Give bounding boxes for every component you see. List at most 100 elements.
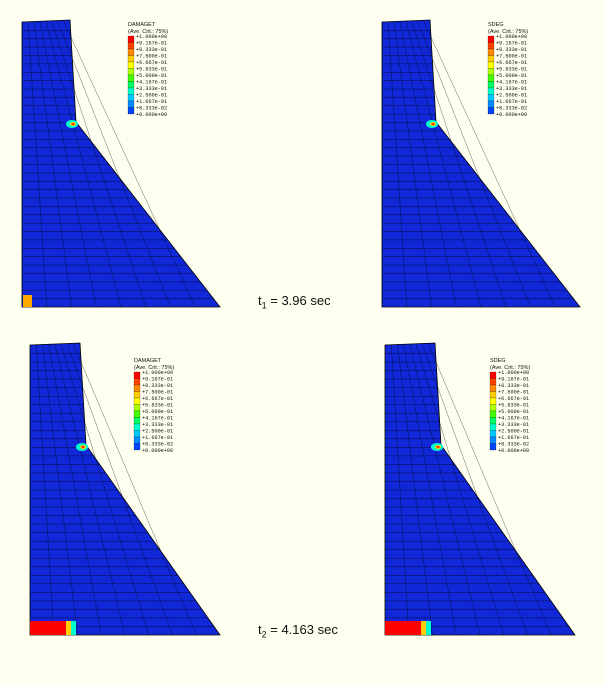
legend-swatch [489,443,497,451]
time-subscript: 1 [261,300,267,311]
panel-damage-t2: DAMAGET(Ave. Crit.: 75%)+1.000e+00+9.167… [29,342,221,636]
legend-value: +7.500e-01 [136,54,167,60]
legend: DAMAGET(Ave. Crit.: 75%)+1.000e+00+9.167… [133,358,174,454]
legend: SDEG(Ave. Crit.: 75%)+1.000e+00+9.167e-0… [487,22,528,118]
legend-value: +5.833e-01 [142,403,173,409]
legend: DAMAGET(Ave. Crit.: 75%)+1.000e+00+9.167… [127,22,168,118]
dam-mesh [29,342,221,636]
legend-subtitle: (Ave. Crit.: 75%) [490,365,530,371]
legend-swatch [127,81,135,89]
legend-value: +7.500e-01 [496,54,527,60]
legend-value: +4.167e-01 [496,80,527,86]
legend-value: +0.000e+00 [498,448,529,454]
legend-swatch [127,35,135,43]
legend-swatch [489,384,497,392]
mesh-line [417,21,531,308]
legend-swatch [489,391,497,399]
legend-swatch [489,423,497,431]
heel-damage [23,295,32,307]
legend-swatch [133,410,141,418]
legend-swatch [127,87,135,95]
legend-value: +4.167e-01 [498,416,529,422]
legend-value: +7.500e-01 [498,390,529,396]
legend-value: +7.500e-01 [142,390,173,396]
legend-value: +1.667e-01 [496,99,527,105]
legend-swatch [127,74,135,82]
legend-value: +2.500e-01 [498,429,529,435]
mesh-line [422,344,528,636]
time-label-t1: t1 = 3.96 sec [258,293,331,311]
base-crack [426,621,431,635]
legend-swatch [487,107,495,115]
time-value: = 3.96 sec [266,293,331,308]
legend-value: +8.333e-02 [136,106,167,112]
legend-swatch [487,100,495,108]
mesh-line [39,21,97,308]
mesh-line [403,344,457,636]
legend-swatch [127,55,135,63]
legend-value: +8.333e-01 [496,47,527,53]
mesh-line [45,21,122,308]
base-crack [66,621,71,635]
mesh-line [393,21,432,308]
legend-swatch [489,371,497,379]
legend-value: +1.000e+00 [496,34,527,40]
legend-value: +8.333e-02 [142,442,173,448]
mesh-line [409,344,481,636]
mesh-line [399,21,457,308]
legend-title: DAMAGET [134,358,162,364]
legend-swatch [489,378,497,386]
legend-swatch [487,94,495,102]
legend-swatch [127,68,135,76]
legend-subtitle: (Ave. Crit.: 75%) [488,29,528,35]
legend-swatch [487,35,495,43]
legend-value: +1.667e-01 [498,435,529,441]
legend-value: +3.333e-01 [498,422,529,428]
mesh-line [54,344,126,636]
mesh-line [61,344,149,636]
mesh-line [387,21,407,308]
legend-value: +0.000e+00 [496,112,527,118]
legend-swatch [127,100,135,108]
legend-value: +8.333e-01 [136,47,167,53]
time-value: = 4.163 sec [266,622,338,637]
legend-swatch [133,430,141,438]
legend-swatch [487,81,495,89]
legend-swatch [487,61,495,69]
legend-value: +5.833e-01 [498,403,529,409]
mesh-line [33,21,72,308]
legend-value: +2.500e-01 [136,93,167,99]
legend-value: +6.667e-01 [496,60,527,66]
mesh-line [423,21,556,308]
dam-body [381,19,581,308]
legend-value: +9.167e-01 [496,41,527,47]
legend-swatch [133,436,141,444]
legend-swatch [489,404,497,412]
legend-value: +9.167e-01 [136,41,167,47]
legend-swatch [127,48,135,56]
base-crack [421,621,426,635]
legend: SDEG(Ave. Crit.: 75%)+1.000e+00+9.167e-0… [489,358,530,454]
legend-value: +1.000e+00 [498,370,529,376]
legend-value: +3.333e-01 [142,422,173,428]
panel-sdeg-t2: SDEG(Ave. Crit.: 75%)+1.000e+00+9.167e-0… [384,342,576,636]
base-crack [71,621,76,635]
legend-swatch [133,443,141,451]
legend-value: +5.833e-01 [496,67,527,73]
legend-title: SDEG [490,358,506,364]
legend-swatch [133,404,141,412]
legend-value: +8.333e-02 [498,442,529,448]
dam-mesh [381,19,581,308]
base-crack [30,621,66,635]
mesh-line [405,21,482,308]
legend-value: +1.000e+00 [136,34,167,40]
legend-value: +6.667e-01 [142,396,173,402]
dam-body [21,19,221,308]
time-symbol: t [258,293,262,308]
legend-subtitle: (Ave. Crit.: 75%) [134,365,174,371]
legend-swatch [133,378,141,386]
mesh-line [428,344,552,636]
legend-value: +2.500e-01 [496,93,527,99]
legend-value: +8.333e-01 [142,383,173,389]
